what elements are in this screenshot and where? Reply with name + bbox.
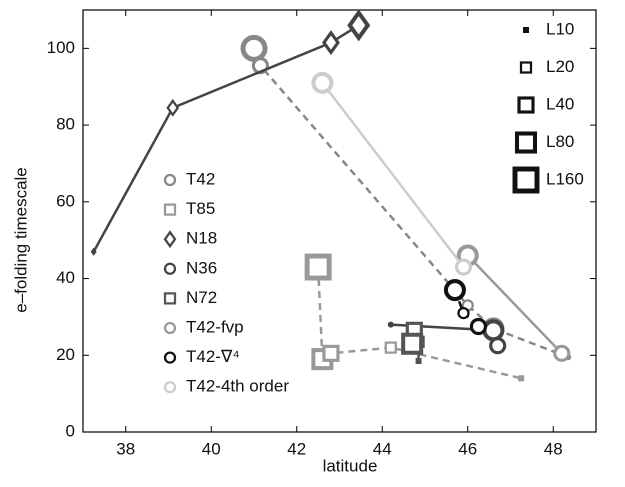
legend-marker xyxy=(163,173,177,187)
size-legend-label: L10 xyxy=(546,19,574,38)
legend-marker xyxy=(163,262,177,275)
marker xyxy=(469,317,488,336)
y-tick-label: 80 xyxy=(56,115,75,134)
marker xyxy=(518,375,525,382)
marker xyxy=(90,247,97,256)
marker xyxy=(166,98,180,117)
y-tick-label: 20 xyxy=(56,345,75,364)
legend-label: T85 xyxy=(186,199,215,218)
x-tick-label: 40 xyxy=(202,439,221,458)
y-tick-label: 60 xyxy=(56,191,75,210)
y-axis-label: e–folding timescale xyxy=(11,167,30,313)
size-legend-marker xyxy=(519,61,533,74)
legend-marker xyxy=(163,230,177,249)
marker xyxy=(443,279,466,302)
x-tick-label: 44 xyxy=(373,439,392,458)
marker xyxy=(482,319,505,342)
plot-frame xyxy=(82,9,597,433)
marker xyxy=(311,71,334,94)
legend-label: N72 xyxy=(186,288,217,307)
size-legend-label: L160 xyxy=(546,169,584,188)
size-legend-label: L40 xyxy=(546,94,574,113)
legend-marker xyxy=(163,351,177,364)
legend-marker xyxy=(163,203,177,216)
marker xyxy=(454,258,473,276)
marker xyxy=(387,321,394,328)
marker xyxy=(457,306,470,320)
x-tick-label: 42 xyxy=(287,439,306,458)
size-legend-marker xyxy=(517,96,535,114)
legend-label: T42-fvp xyxy=(186,317,244,336)
marker xyxy=(322,344,340,362)
size-legend-label: L20 xyxy=(546,57,574,76)
size-legend-marker xyxy=(512,166,540,194)
size-legend-label: L80 xyxy=(546,132,574,151)
marker xyxy=(240,34,268,62)
size-legend-marker xyxy=(523,27,529,33)
size-legend-marker xyxy=(514,131,538,154)
series-line xyxy=(321,82,465,268)
x-tick-label: 38 xyxy=(116,439,135,458)
legend-marker xyxy=(163,381,177,394)
marker xyxy=(489,337,507,355)
x-axis-label: latitude xyxy=(323,456,378,475)
legend-label: T42-4th order xyxy=(186,377,289,396)
marker xyxy=(415,358,422,365)
y-tick-label: 40 xyxy=(56,268,75,287)
marker xyxy=(401,332,424,355)
marker xyxy=(347,9,371,42)
legend-marker xyxy=(163,292,177,305)
marker xyxy=(384,341,397,354)
y-tick-label: 0 xyxy=(66,421,75,440)
legend-marker xyxy=(163,321,177,335)
legend-label: N36 xyxy=(186,258,217,277)
series-line xyxy=(92,24,360,253)
legend-label: T42-∇⁴ xyxy=(186,347,240,366)
x-tick-label: 48 xyxy=(544,439,563,458)
series-line xyxy=(466,254,563,355)
x-tick-label: 46 xyxy=(458,439,477,458)
marker xyxy=(553,344,571,362)
marker xyxy=(304,253,332,281)
legend-label: N18 xyxy=(186,229,217,248)
y-tick-label: 100 xyxy=(47,38,75,57)
legend-label: T42 xyxy=(186,169,215,188)
marker xyxy=(322,30,340,56)
